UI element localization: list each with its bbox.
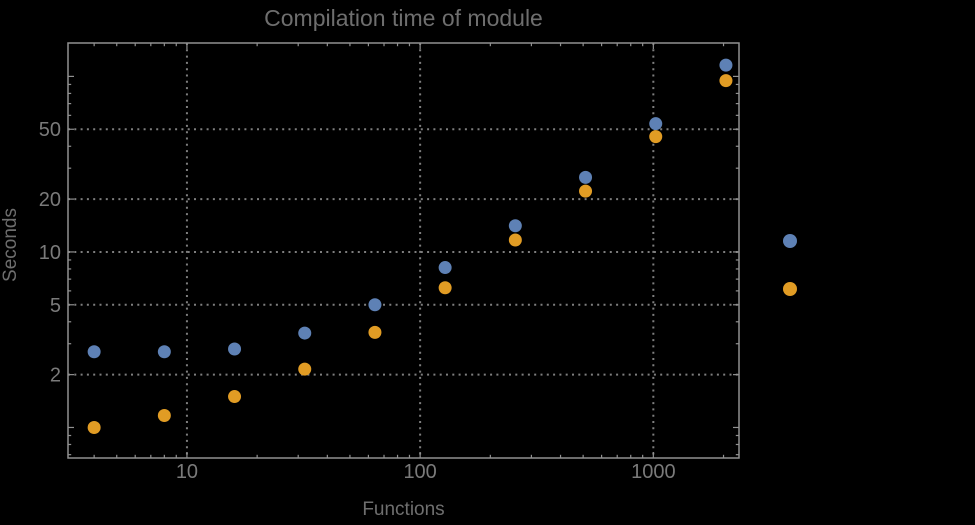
legend-marker-series-2-orange	[783, 282, 797, 296]
data-point-series-2-orange	[298, 362, 312, 376]
y-tick-label: 50	[39, 119, 61, 141]
plot-frame	[67, 42, 740, 459]
data-point-series-1-blue	[649, 117, 663, 131]
x-tick-label: 100	[403, 461, 436, 483]
chart-title: Compilation time of module	[264, 5, 543, 31]
data-point-series-1-blue	[157, 345, 171, 359]
legend-marker-series-1-blue	[783, 234, 797, 248]
data-point-series-2-orange	[438, 281, 452, 295]
data-point-series-1-blue	[368, 298, 382, 312]
data-point-series-2-orange	[87, 420, 101, 434]
x-axis-label: Functions	[362, 499, 445, 520]
data-point-series-2-orange	[649, 130, 663, 144]
data-point-series-1-blue	[579, 170, 593, 184]
y-tick-label: 2	[50, 365, 61, 387]
y-tick-label: 20	[39, 189, 61, 211]
data-point-series-1-blue	[298, 326, 312, 340]
data-point-series-2-orange	[368, 325, 382, 339]
data-point-series-1-blue	[719, 58, 733, 72]
data-point-series-2-orange	[508, 233, 522, 247]
data-point-series-1-blue	[438, 261, 452, 275]
data-point-series-1-blue	[508, 219, 522, 233]
y-tick-label: 5	[50, 295, 61, 317]
data-point-series-2-orange	[228, 390, 242, 404]
data-point-series-1-blue	[87, 345, 101, 359]
data-point-series-2-orange	[719, 74, 733, 88]
data-point-series-1-blue	[228, 342, 242, 356]
x-tick-label: 1000	[631, 461, 676, 483]
data-point-series-2-orange	[579, 184, 593, 198]
x-tick-label: 10	[176, 461, 198, 483]
y-tick-label: 10	[39, 242, 61, 264]
data-point-series-2-orange	[157, 409, 171, 423]
